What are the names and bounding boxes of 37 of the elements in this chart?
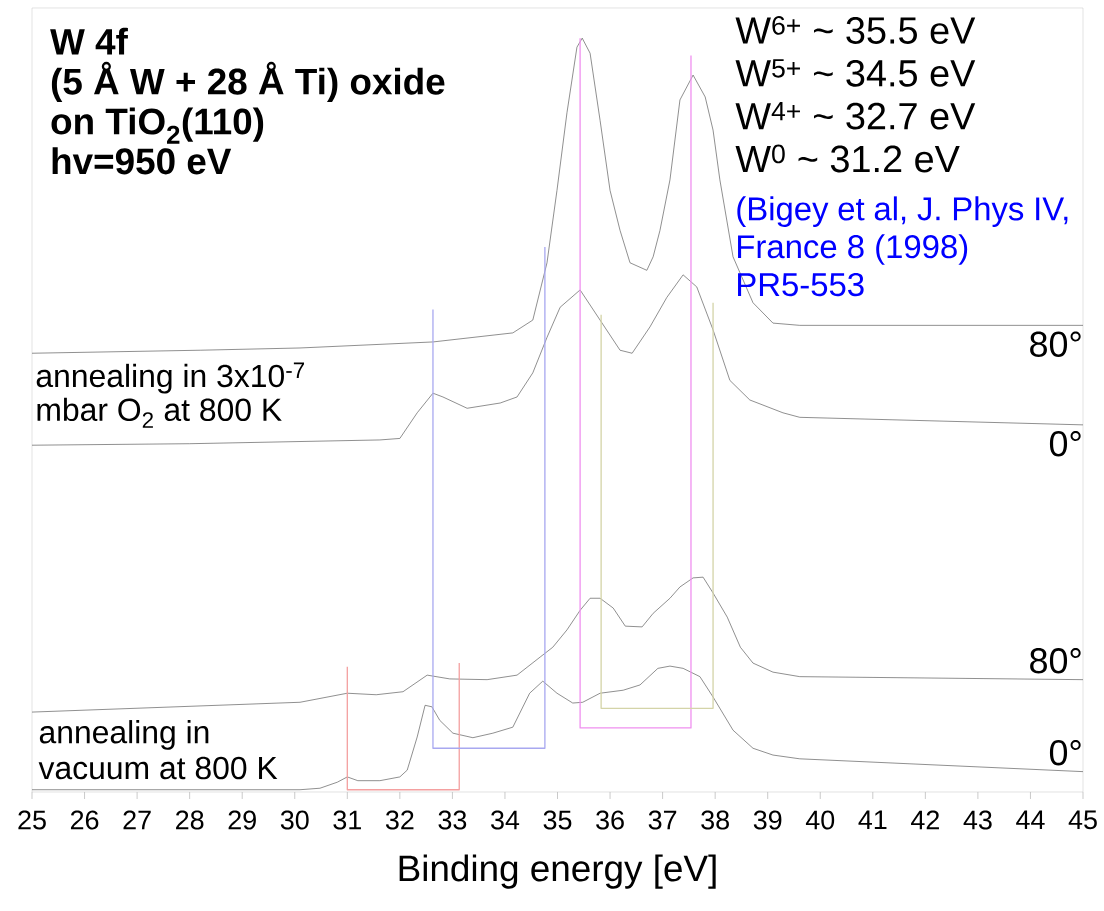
x-tick-label: 30	[280, 810, 309, 830]
x-axis-title: Binding energy [eV]	[399, 854, 716, 889]
x-tick-label: 41	[858, 810, 887, 830]
annotation: hv=950 eV	[52, 147, 232, 175]
x-tick-label: 36	[596, 810, 624, 830]
x-tick-label: 26	[70, 810, 99, 830]
annotation: (Bigey et al, J. Phys IV, France 8 (1998) PR5-553	[737, 196, 1068, 297]
x-tick-label: 27	[123, 810, 151, 830]
annotation: W$^{0}$ ~ 31.2 eV	[735, 144, 960, 173]
x-tick-label: 25	[18, 810, 46, 830]
x-tick-label: 32	[385, 810, 414, 830]
x-tick-label: 37	[648, 810, 677, 830]
series-label: 0°	[1049, 431, 1081, 457]
series-label: 0°	[1049, 740, 1081, 766]
x-tick-label: 34	[491, 810, 520, 830]
x-tick-label: 33	[438, 810, 467, 830]
chart-title: W 4f	[50, 27, 128, 55]
x-tick-label: 29	[228, 810, 256, 830]
x-tick-label: 38	[701, 810, 729, 830]
annotation: (5 Å W + 28 Å Ti) oxide	[51, 61, 445, 102]
series-label: 80°	[1030, 648, 1081, 674]
x-tick-label: 31	[333, 810, 361, 830]
annotation: W$^{4+}$ ~ 32.7 eV	[735, 101, 976, 130]
annotation: W$^{6+}$ ~ 35.5 eV	[735, 16, 976, 44]
annotation: annealing in vacuum at 800 K	[38, 720, 278, 780]
x-tick-label: 28	[176, 810, 204, 830]
annotation: on TiO$_{2}$(110)	[51, 107, 264, 144]
x-tick-label: 44	[1016, 810, 1045, 830]
x-tick-label: 43	[963, 810, 992, 830]
series-label: 80°	[1030, 331, 1081, 357]
x-tick-label: 35	[543, 810, 572, 830]
x-tick-label: 45	[1068, 810, 1097, 830]
x-tick-label: 42	[911, 810, 939, 830]
text: annealing in 3x10$^{-7}$ mbar O$_{2}$ at 800 K	[36, 362, 305, 428]
annotation: W$^{5+}$ ~ 34.5 eV	[735, 59, 976, 87]
x-tick-label: 40	[805, 810, 835, 830]
x-tick-label: 39	[753, 810, 782, 830]
